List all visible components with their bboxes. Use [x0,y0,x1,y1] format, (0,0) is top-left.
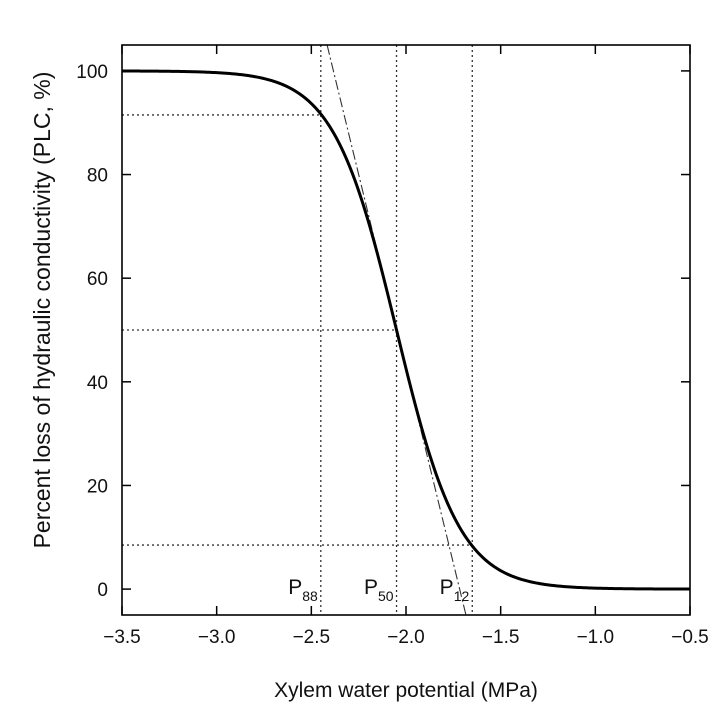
y-axis-title: Percent loss of hydraulic conductivity (… [29,72,55,549]
x-tick-label: −2.5 [293,627,331,648]
curve-layer [122,69,690,591]
reference-guides-layer [122,45,473,615]
x-tick-label: −3.0 [198,627,236,648]
label-P12: P12 [440,576,470,604]
y-tick-label: 60 [87,269,108,290]
p-labels-layer: P88 P50 P12 [288,576,469,604]
x-tick-label: −2.0 [387,627,425,648]
y-tick-label: 100 [76,62,108,83]
x-tick-label: −3.5 [103,627,141,648]
vulnerability-curve [122,69,690,591]
y-tick-label: 20 [87,476,108,497]
x-tick-label: −1.0 [577,627,615,648]
x-tick-label: −1.5 [482,627,520,648]
ticks-layer: −3.5 −3.0 −2.5 −2.0 −1.5 −1.0 −0.5 0 20 40 60 80 100 [76,45,709,648]
label-P50: P50 [364,576,394,604]
y-tick-label: 0 [97,580,108,601]
x-tick-label: −0.5 [671,627,709,648]
label-P88: P88 [288,576,318,604]
y-tick-label: 80 [87,166,108,187]
y-tick-label: 40 [87,373,108,394]
x-axis-title: Xylem water potential (MPa) [274,679,538,702]
